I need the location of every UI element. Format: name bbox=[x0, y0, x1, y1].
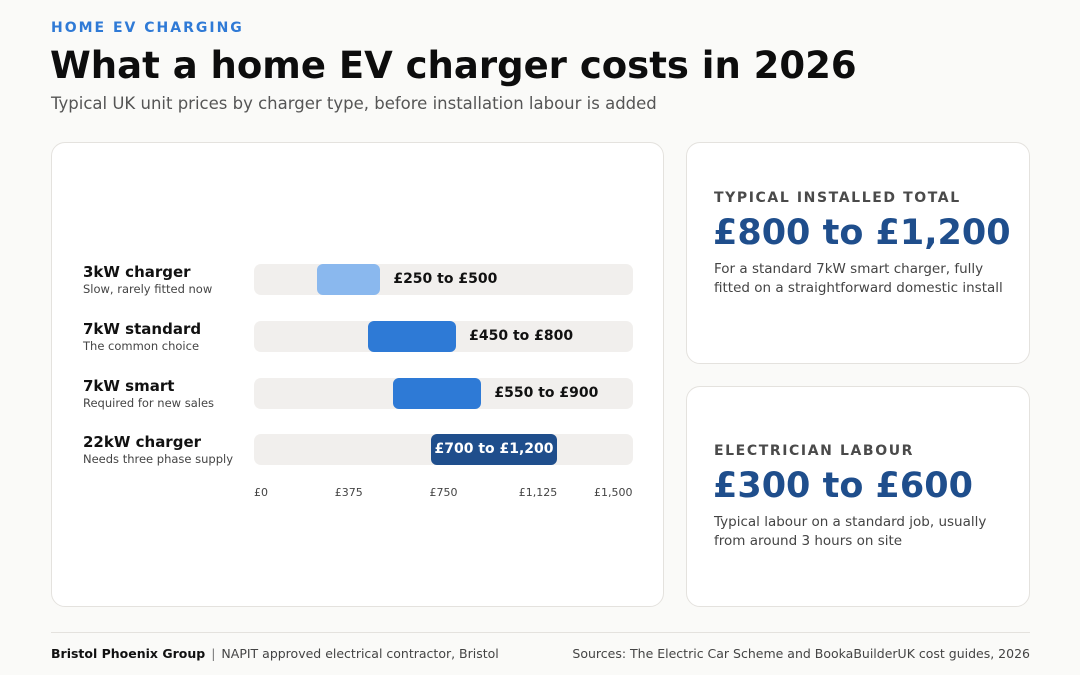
stat-card-electrician-labour: ELECTRICIAN LABOUR £300 to £600 Typical … bbox=[686, 386, 1030, 607]
bar-track: £550 to £900 bbox=[254, 378, 633, 409]
row-name: 7kW standard bbox=[83, 320, 202, 338]
row-note: The common choice bbox=[83, 339, 200, 353]
row-note: Needs three phase supply bbox=[83, 452, 234, 466]
stat-label: TYPICAL INSTALLED TOTAL bbox=[714, 190, 961, 206]
chart-card: 3kW charger Slow, rarely fitted now £250 t… bbox=[51, 142, 664, 607]
bar-track: £700 to £1,200 bbox=[254, 434, 633, 465]
row-note: Required for new sales bbox=[83, 396, 215, 410]
bar-track: £250 to £500 bbox=[254, 264, 633, 295]
page-title: What a home EV charger costs in 2026 bbox=[50, 44, 857, 87]
footer-divider bbox=[51, 632, 1030, 633]
stat-value: £300 to £600 bbox=[713, 466, 973, 506]
x-tick-label: £1,125 bbox=[518, 486, 558, 499]
range-bar bbox=[392, 378, 482, 409]
row-name: 7kW smart bbox=[83, 377, 175, 395]
row-label: 7kW smart Required for new sales bbox=[83, 377, 214, 410]
footer-tagline: NAPIT approved electrical contractor, Br… bbox=[221, 646, 499, 661]
stat-label: ELECTRICIAN LABOUR bbox=[714, 443, 915, 459]
stat-description: For a standard 7kW smart charger, fully … bbox=[714, 261, 1003, 296]
bar-value-label: £450 to £800 bbox=[469, 328, 574, 344]
footer-separator: | bbox=[211, 646, 216, 661]
footer-credit: Bristol Phoenix Group | NAPIT approved ele… bbox=[51, 646, 499, 661]
bar-value-label: £550 to £900 bbox=[494, 385, 599, 401]
footer-sources: Sources: The Electric Car Scheme and Boo… bbox=[572, 646, 1030, 661]
row-label: 3kW charger Slow, rarely fitted now bbox=[83, 263, 212, 296]
page-subtitle: Typical UK unit prices by charger type, … bbox=[51, 94, 657, 113]
row-name: 3kW charger bbox=[83, 263, 191, 281]
row-label: 7kW standard The common choice bbox=[83, 320, 201, 353]
kicker: HOME EV CHARGING bbox=[51, 20, 244, 36]
x-tick-label: £750 bbox=[429, 486, 458, 499]
x-tick-label: £1,500 bbox=[594, 486, 633, 499]
stat-value: £800 to £1,200 bbox=[713, 213, 1011, 253]
bar-track: £450 to £800 bbox=[254, 321, 633, 352]
row-label: 22kW charger Needs three phase supply bbox=[83, 433, 233, 466]
range-bar bbox=[367, 321, 457, 352]
x-tick-label: £375 bbox=[334, 486, 363, 499]
range-bar bbox=[317, 264, 381, 295]
row-note: Slow, rarely fitted now bbox=[83, 282, 213, 296]
bar-value-label: £700 to £1,200 bbox=[434, 441, 554, 457]
bar-value-label: £250 to £500 bbox=[393, 271, 498, 287]
x-tick-label: £0 bbox=[254, 486, 268, 499]
row-name: 22kW charger bbox=[83, 433, 202, 451]
stat-description: Typical labour on a standard job, usuall… bbox=[714, 514, 987, 549]
range-bar bbox=[430, 434, 558, 465]
footer-org: Bristol Phoenix Group bbox=[51, 646, 206, 661]
stat-card-installed-total: TYPICAL INSTALLED TOTAL £800 to £1,200 F… bbox=[686, 142, 1030, 364]
